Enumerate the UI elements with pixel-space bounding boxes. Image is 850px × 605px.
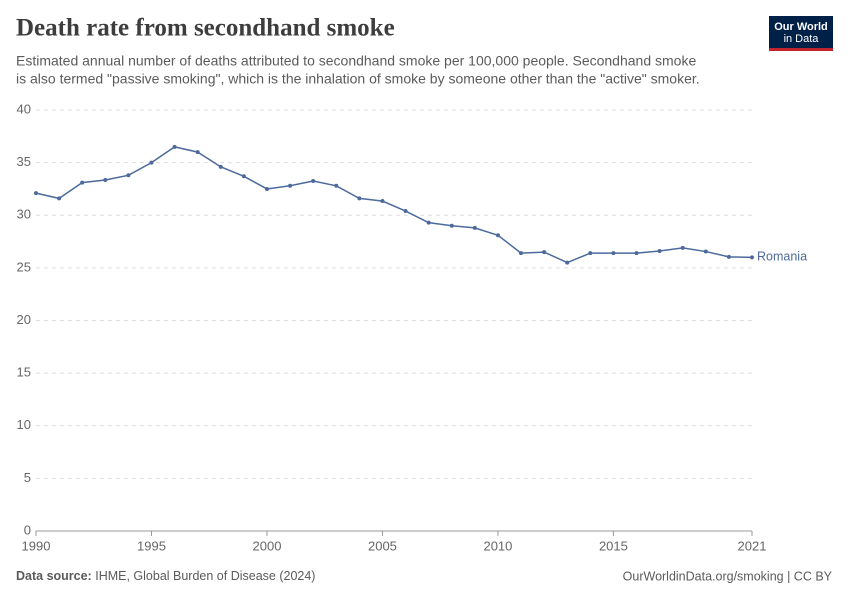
point <box>495 233 500 238</box>
y-tick-label: 25 <box>17 259 31 274</box>
x-tick-label: 2010 <box>483 538 512 553</box>
point <box>588 251 593 256</box>
y-tick-label: 0 <box>24 522 31 537</box>
point <box>264 186 269 191</box>
point <box>357 196 362 201</box>
point <box>241 174 246 179</box>
x-tick-label: 2015 <box>599 538 628 553</box>
source: Data source: IHME, Global Burden of Dise… <box>16 569 315 583</box>
y-tick-label: 15 <box>17 365 31 380</box>
x-tick-label: 2005 <box>368 538 397 553</box>
point <box>472 225 477 230</box>
point <box>611 251 616 256</box>
point <box>426 220 431 225</box>
point <box>149 160 154 165</box>
point <box>680 245 685 250</box>
point <box>34 191 38 196</box>
point <box>657 249 662 254</box>
point <box>334 183 339 188</box>
point <box>449 223 454 228</box>
logo[interactable]: Our World in Data <box>769 16 833 51</box>
logo-bar <box>769 48 833 51</box>
point <box>726 254 731 259</box>
y-tick-label: 30 <box>17 207 31 222</box>
point <box>634 251 639 256</box>
logo-box[interactable] <box>769 16 833 50</box>
point <box>519 251 524 256</box>
point <box>403 209 408 214</box>
series-label: Romania <box>757 250 807 264</box>
credit[interactable]: OurWorldinData.org/smoking | CC BY <box>623 569 833 583</box>
x-tick-label: 1995 <box>137 538 166 553</box>
point <box>380 199 385 204</box>
y-tick-label: 5 <box>24 470 31 485</box>
subtitle: is also termed "passive smoking", which … <box>16 71 700 87</box>
point <box>750 255 754 260</box>
x-tick-label: 1990 <box>22 538 51 553</box>
point <box>311 179 316 184</box>
point <box>103 177 108 182</box>
y-tick-label: 35 <box>17 154 31 169</box>
subtitle: Estimated annual number of deaths attrib… <box>16 53 696 69</box>
point <box>80 180 85 185</box>
point <box>288 183 293 188</box>
x-tick-label: 2000 <box>253 538 282 553</box>
point <box>57 196 62 201</box>
source-label: Data source: <box>16 569 92 583</box>
x-tick-label: 2021 <box>738 538 767 553</box>
chart-title: Death rate from secondhand smoke <box>16 15 395 42</box>
y-tick-label: 20 <box>17 312 31 327</box>
point <box>703 249 708 254</box>
point <box>218 164 223 169</box>
logo-text: Our World <box>774 21 828 33</box>
source-text: IHME, Global Burden of Disease (2024) <box>95 569 315 583</box>
logo-text: in Data <box>784 33 820 45</box>
point <box>172 144 177 149</box>
point <box>195 150 200 155</box>
point <box>126 173 131 178</box>
point <box>565 260 570 265</box>
line <box>35 146 753 264</box>
y-tick-label: 10 <box>17 417 31 432</box>
point <box>542 250 547 255</box>
y-tick-label: 40 <box>17 101 31 116</box>
